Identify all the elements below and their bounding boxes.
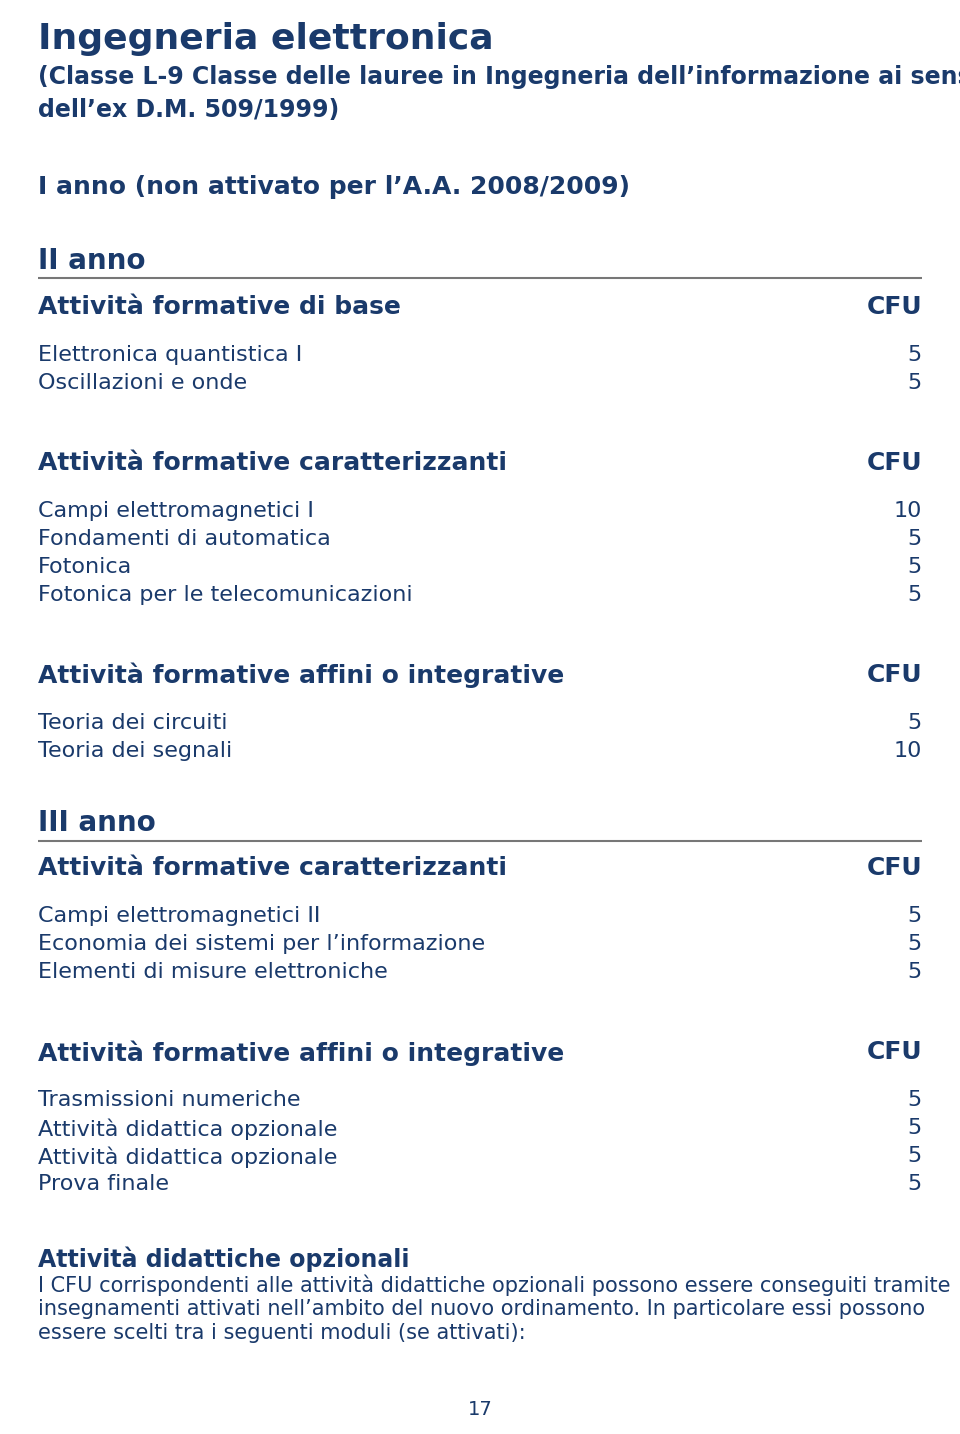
Text: Elettronica quantistica I: Elettronica quantistica I	[38, 346, 302, 366]
Text: III anno: III anno	[38, 809, 156, 837]
Text: Fotonica per le telecomunicazioni: Fotonica per le telecomunicazioni	[38, 585, 413, 605]
Text: Attività formative caratterizzanti: Attività formative caratterizzanti	[38, 452, 507, 475]
Text: II anno: II anno	[38, 247, 146, 275]
Text: Economia dei sistemi per l’informazione: Economia dei sistemi per l’informazione	[38, 934, 485, 954]
Text: CFU: CFU	[866, 856, 922, 880]
Text: 5: 5	[908, 934, 922, 954]
Text: 17: 17	[468, 1400, 492, 1420]
Text: 5: 5	[908, 373, 922, 393]
Text: I anno (non attivato per l’A.A. 2008/2009): I anno (non attivato per l’A.A. 2008/200…	[38, 175, 630, 199]
Text: 10: 10	[894, 500, 922, 521]
Text: Teoria dei circuiti: Teoria dei circuiti	[38, 713, 228, 733]
Text: CFU: CFU	[866, 452, 922, 475]
Text: Campi elettromagnetici I: Campi elettromagnetici I	[38, 500, 314, 521]
Text: I CFU corrispondenti alle attività didattiche opzionali possono essere conseguit: I CFU corrispondenti alle attività didat…	[38, 1275, 950, 1296]
Text: 5: 5	[908, 962, 922, 982]
Text: Oscillazioni e onde: Oscillazioni e onde	[38, 373, 247, 393]
Text: (Classe L-9 Classe delle lauree in Ingegneria dell’informazione ai sensi: (Classe L-9 Classe delle lauree in Ingeg…	[38, 65, 960, 89]
Text: 5: 5	[908, 1146, 922, 1166]
Text: 5: 5	[908, 529, 922, 549]
Text: 10: 10	[894, 741, 922, 761]
Text: Campi elettromagnetici II: Campi elettromagnetici II	[38, 906, 321, 926]
Text: 5: 5	[908, 585, 922, 605]
Text: Attività didattica opzionale: Attività didattica opzionale	[38, 1119, 337, 1140]
Text: dell’ex D.M. 509/1999): dell’ex D.M. 509/1999)	[38, 98, 339, 122]
Text: Attività formative di base: Attività formative di base	[38, 295, 401, 318]
Text: Attività didattiche opzionali: Attività didattiche opzionali	[38, 1248, 410, 1272]
Text: essere scelti tra i seguenti moduli (se attivati):: essere scelti tra i seguenti moduli (se …	[38, 1324, 526, 1344]
Text: Attività didattica opzionale: Attività didattica opzionale	[38, 1146, 337, 1167]
Text: insegnamenti attivati nell’ambito del nuovo ordinamento. In particolare essi pos: insegnamenti attivati nell’ambito del nu…	[38, 1299, 925, 1319]
Text: CFU: CFU	[866, 1040, 922, 1064]
Text: 5: 5	[908, 1119, 922, 1139]
Text: 5: 5	[908, 1174, 922, 1195]
Text: 5: 5	[908, 346, 922, 366]
Text: 5: 5	[908, 713, 922, 733]
Text: Elementi di misure elettroniche: Elementi di misure elettroniche	[38, 962, 388, 982]
Text: 5: 5	[908, 906, 922, 926]
Text: Trasmissioni numeriche: Trasmissioni numeriche	[38, 1090, 300, 1110]
Text: CFU: CFU	[866, 295, 922, 318]
Text: CFU: CFU	[866, 663, 922, 687]
Text: 5: 5	[908, 556, 922, 576]
Text: Ingegneria elettronica: Ingegneria elettronica	[38, 22, 493, 56]
Text: Attività formative affini o integrative: Attività formative affini o integrative	[38, 663, 564, 688]
Text: Fotonica: Fotonica	[38, 556, 132, 576]
Text: Fondamenti di automatica: Fondamenti di automatica	[38, 529, 331, 549]
Text: Attività formative caratterizzanti: Attività formative caratterizzanti	[38, 856, 507, 880]
Text: Teoria dei segnali: Teoria dei segnali	[38, 741, 232, 761]
Text: Prova finale: Prova finale	[38, 1174, 169, 1195]
Text: Attività formative affini o integrative: Attività formative affini o integrative	[38, 1040, 564, 1065]
Text: 5: 5	[908, 1090, 922, 1110]
